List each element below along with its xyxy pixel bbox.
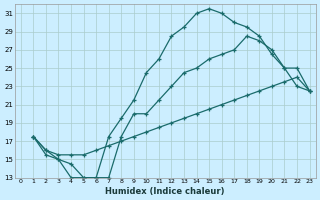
X-axis label: Humidex (Indice chaleur): Humidex (Indice chaleur) bbox=[106, 187, 225, 196]
